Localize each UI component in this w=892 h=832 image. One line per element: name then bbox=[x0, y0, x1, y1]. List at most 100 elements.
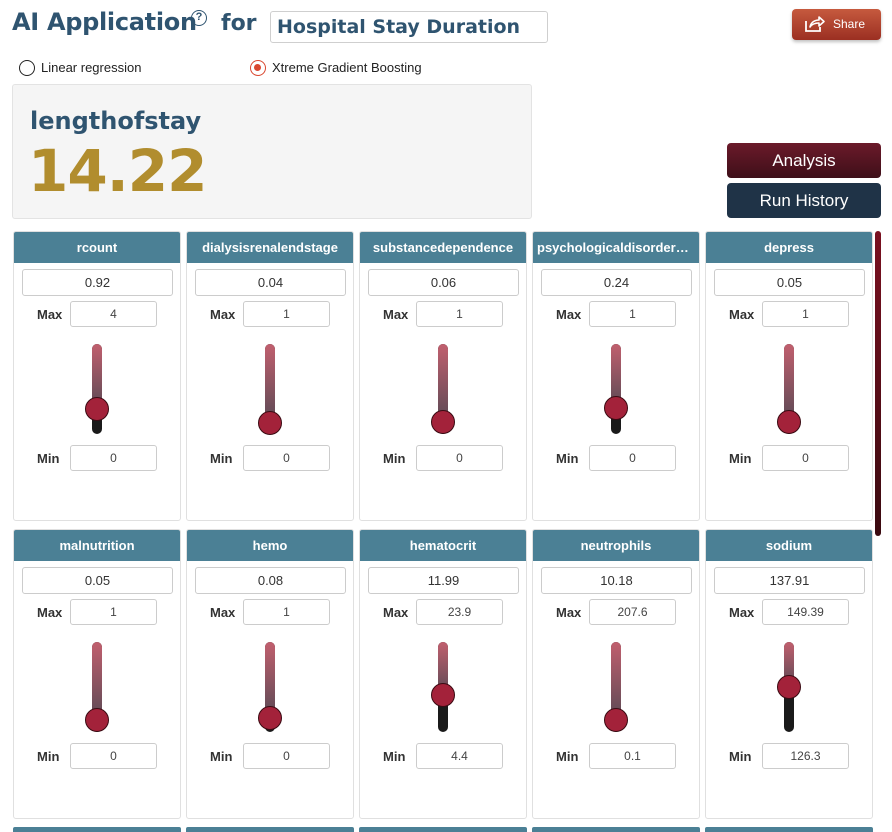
min-input[interactable]: 0 bbox=[762, 445, 849, 471]
slider-track[interactable] bbox=[265, 642, 275, 732]
min-label: Min bbox=[383, 451, 406, 466]
feature-name: hemo bbox=[187, 530, 353, 561]
slider-thumb[interactable] bbox=[431, 409, 455, 434]
feature-value-input[interactable]: 0.04 bbox=[195, 269, 346, 296]
min-label: Min bbox=[729, 451, 752, 466]
slider-thumb[interactable] bbox=[258, 411, 282, 436]
slider-fill bbox=[784, 344, 794, 423]
target-name-field[interactable]: Hospital Stay Duration bbox=[270, 11, 548, 43]
feature-name: substancedependence bbox=[360, 232, 526, 263]
slider-track[interactable] bbox=[611, 642, 621, 732]
min-input[interactable]: 0 bbox=[243, 445, 330, 471]
feature-name: depress bbox=[706, 232, 872, 263]
max-label: Max bbox=[556, 307, 582, 322]
slider-thumb[interactable] bbox=[604, 708, 628, 733]
analysis-button[interactable]: Analysis bbox=[727, 143, 881, 178]
min-input[interactable]: 4.4 bbox=[416, 743, 503, 769]
min-label: Min bbox=[729, 749, 752, 764]
min-label: Min bbox=[210, 451, 233, 466]
feature-value-input[interactable]: 11.99 bbox=[368, 567, 519, 594]
feature-card-hematocrit: hematocrit 11.99 Max 23.9 Min 4.4 bbox=[359, 529, 527, 819]
max-label: Max bbox=[37, 307, 63, 322]
feature-card-psychologicaldisordermajor: psychologicaldisordermajor 0.24 Max 1 Min 0 bbox=[532, 231, 700, 521]
max-input[interactable]: 1 bbox=[416, 301, 503, 327]
slider-fill bbox=[265, 344, 275, 424]
max-label: Max bbox=[383, 307, 409, 322]
max-input[interactable]: 149.39 bbox=[762, 599, 849, 625]
feature-value-input[interactable]: 0.06 bbox=[368, 269, 519, 296]
max-input[interactable]: 1 bbox=[243, 599, 330, 625]
feature-name: dialysisrenalendstage bbox=[187, 232, 353, 263]
max-input[interactable]: 1 bbox=[243, 301, 330, 327]
feature-value-input[interactable]: 0.05 bbox=[714, 269, 865, 296]
feature-value-input[interactable]: 137.91 bbox=[714, 567, 865, 594]
feature-card-header-partial bbox=[705, 827, 873, 832]
feature-value-input[interactable]: 0.92 bbox=[22, 269, 173, 296]
scrollbar[interactable] bbox=[875, 231, 881, 536]
slider-thumb[interactable] bbox=[258, 706, 282, 731]
feature-value-input[interactable]: 0.05 bbox=[22, 567, 173, 594]
share-button[interactable]: Share bbox=[792, 9, 881, 40]
feature-name: malnutrition bbox=[14, 530, 180, 561]
max-input[interactable]: 4 bbox=[70, 301, 157, 327]
share-icon bbox=[805, 16, 825, 32]
max-input[interactable]: 1 bbox=[762, 301, 849, 327]
feature-card-dialysisrenalendstage: dialysisrenalendstage 0.04 Max 1 Min 0 bbox=[186, 231, 354, 521]
feature-card-depress: depress 0.05 Max 1 Min 0 bbox=[705, 231, 873, 521]
prediction-panel: lengthofstay 14.22 bbox=[12, 84, 532, 219]
help-icon[interactable]: ? bbox=[191, 10, 207, 26]
feature-card-sodium: sodium 137.91 Max 149.39 Min 126.3 bbox=[705, 529, 873, 819]
run-history-button[interactable]: Run History bbox=[727, 183, 881, 218]
feature-value-input[interactable]: 0.24 bbox=[541, 269, 692, 296]
max-input[interactable]: 1 bbox=[589, 301, 676, 327]
max-label: Max bbox=[37, 605, 63, 620]
slider-track[interactable] bbox=[611, 344, 621, 434]
slider-track[interactable] bbox=[92, 344, 102, 434]
for-label: for bbox=[221, 11, 257, 36]
min-input[interactable]: 0 bbox=[70, 743, 157, 769]
max-label: Max bbox=[210, 307, 236, 322]
min-input[interactable]: 0 bbox=[416, 445, 503, 471]
feature-name: sodium bbox=[706, 530, 872, 561]
slider-track[interactable] bbox=[784, 344, 794, 434]
feature-name: psychologicaldisordermajor bbox=[533, 232, 699, 263]
min-label: Min bbox=[37, 451, 60, 466]
feature-card-header-partial bbox=[186, 827, 354, 832]
feature-value-input[interactable]: 0.08 bbox=[195, 567, 346, 594]
feature-card-header-partial bbox=[359, 827, 527, 832]
feature-card-neutrophils: neutrophils 10.18 Max 207.6 Min 0.1 bbox=[532, 529, 700, 819]
feature-card-header-partial bbox=[13, 827, 181, 832]
slider-fill bbox=[438, 344, 448, 422]
feature-name: hematocrit bbox=[360, 530, 526, 561]
slider-thumb[interactable] bbox=[777, 410, 801, 435]
min-label: Min bbox=[210, 749, 233, 764]
radio-label: Xtreme Gradient Boosting bbox=[272, 60, 422, 75]
min-input[interactable]: 0 bbox=[243, 743, 330, 769]
slider-track[interactable] bbox=[438, 344, 448, 434]
max-input[interactable]: 23.9 bbox=[416, 599, 503, 625]
slider-thumb[interactable] bbox=[431, 683, 455, 708]
slider-track[interactable] bbox=[265, 344, 275, 434]
max-input[interactable]: 1 bbox=[70, 599, 157, 625]
max-input[interactable]: 207.6 bbox=[589, 599, 676, 625]
slider-thumb[interactable] bbox=[604, 396, 628, 421]
slider-fill bbox=[92, 642, 102, 721]
slider-track[interactable] bbox=[92, 642, 102, 732]
slider-fill bbox=[92, 344, 102, 409]
min-input[interactable]: 0 bbox=[589, 445, 676, 471]
share-label: Share bbox=[833, 17, 866, 31]
min-input[interactable]: 0 bbox=[70, 445, 157, 471]
slider-thumb[interactable] bbox=[85, 708, 109, 733]
feature-grid: rcount 0.92 Max 4 Min 0 dialysisrenalendstage 0… bbox=[13, 231, 875, 832]
predicted-value: 14.22 bbox=[28, 137, 207, 205]
slider-fill bbox=[784, 642, 794, 687]
min-input[interactable]: 0.1 bbox=[589, 743, 676, 769]
slider-thumb[interactable] bbox=[85, 396, 109, 421]
slider-thumb[interactable] bbox=[777, 675, 801, 699]
max-label: Max bbox=[210, 605, 236, 620]
target-variable-label: lengthofstay bbox=[30, 107, 202, 135]
radio-circle[interactable] bbox=[19, 60, 35, 76]
min-input[interactable]: 126.3 bbox=[762, 743, 849, 769]
radio-circle-selected[interactable] bbox=[250, 60, 266, 76]
feature-value-input[interactable]: 10.18 bbox=[541, 567, 692, 594]
